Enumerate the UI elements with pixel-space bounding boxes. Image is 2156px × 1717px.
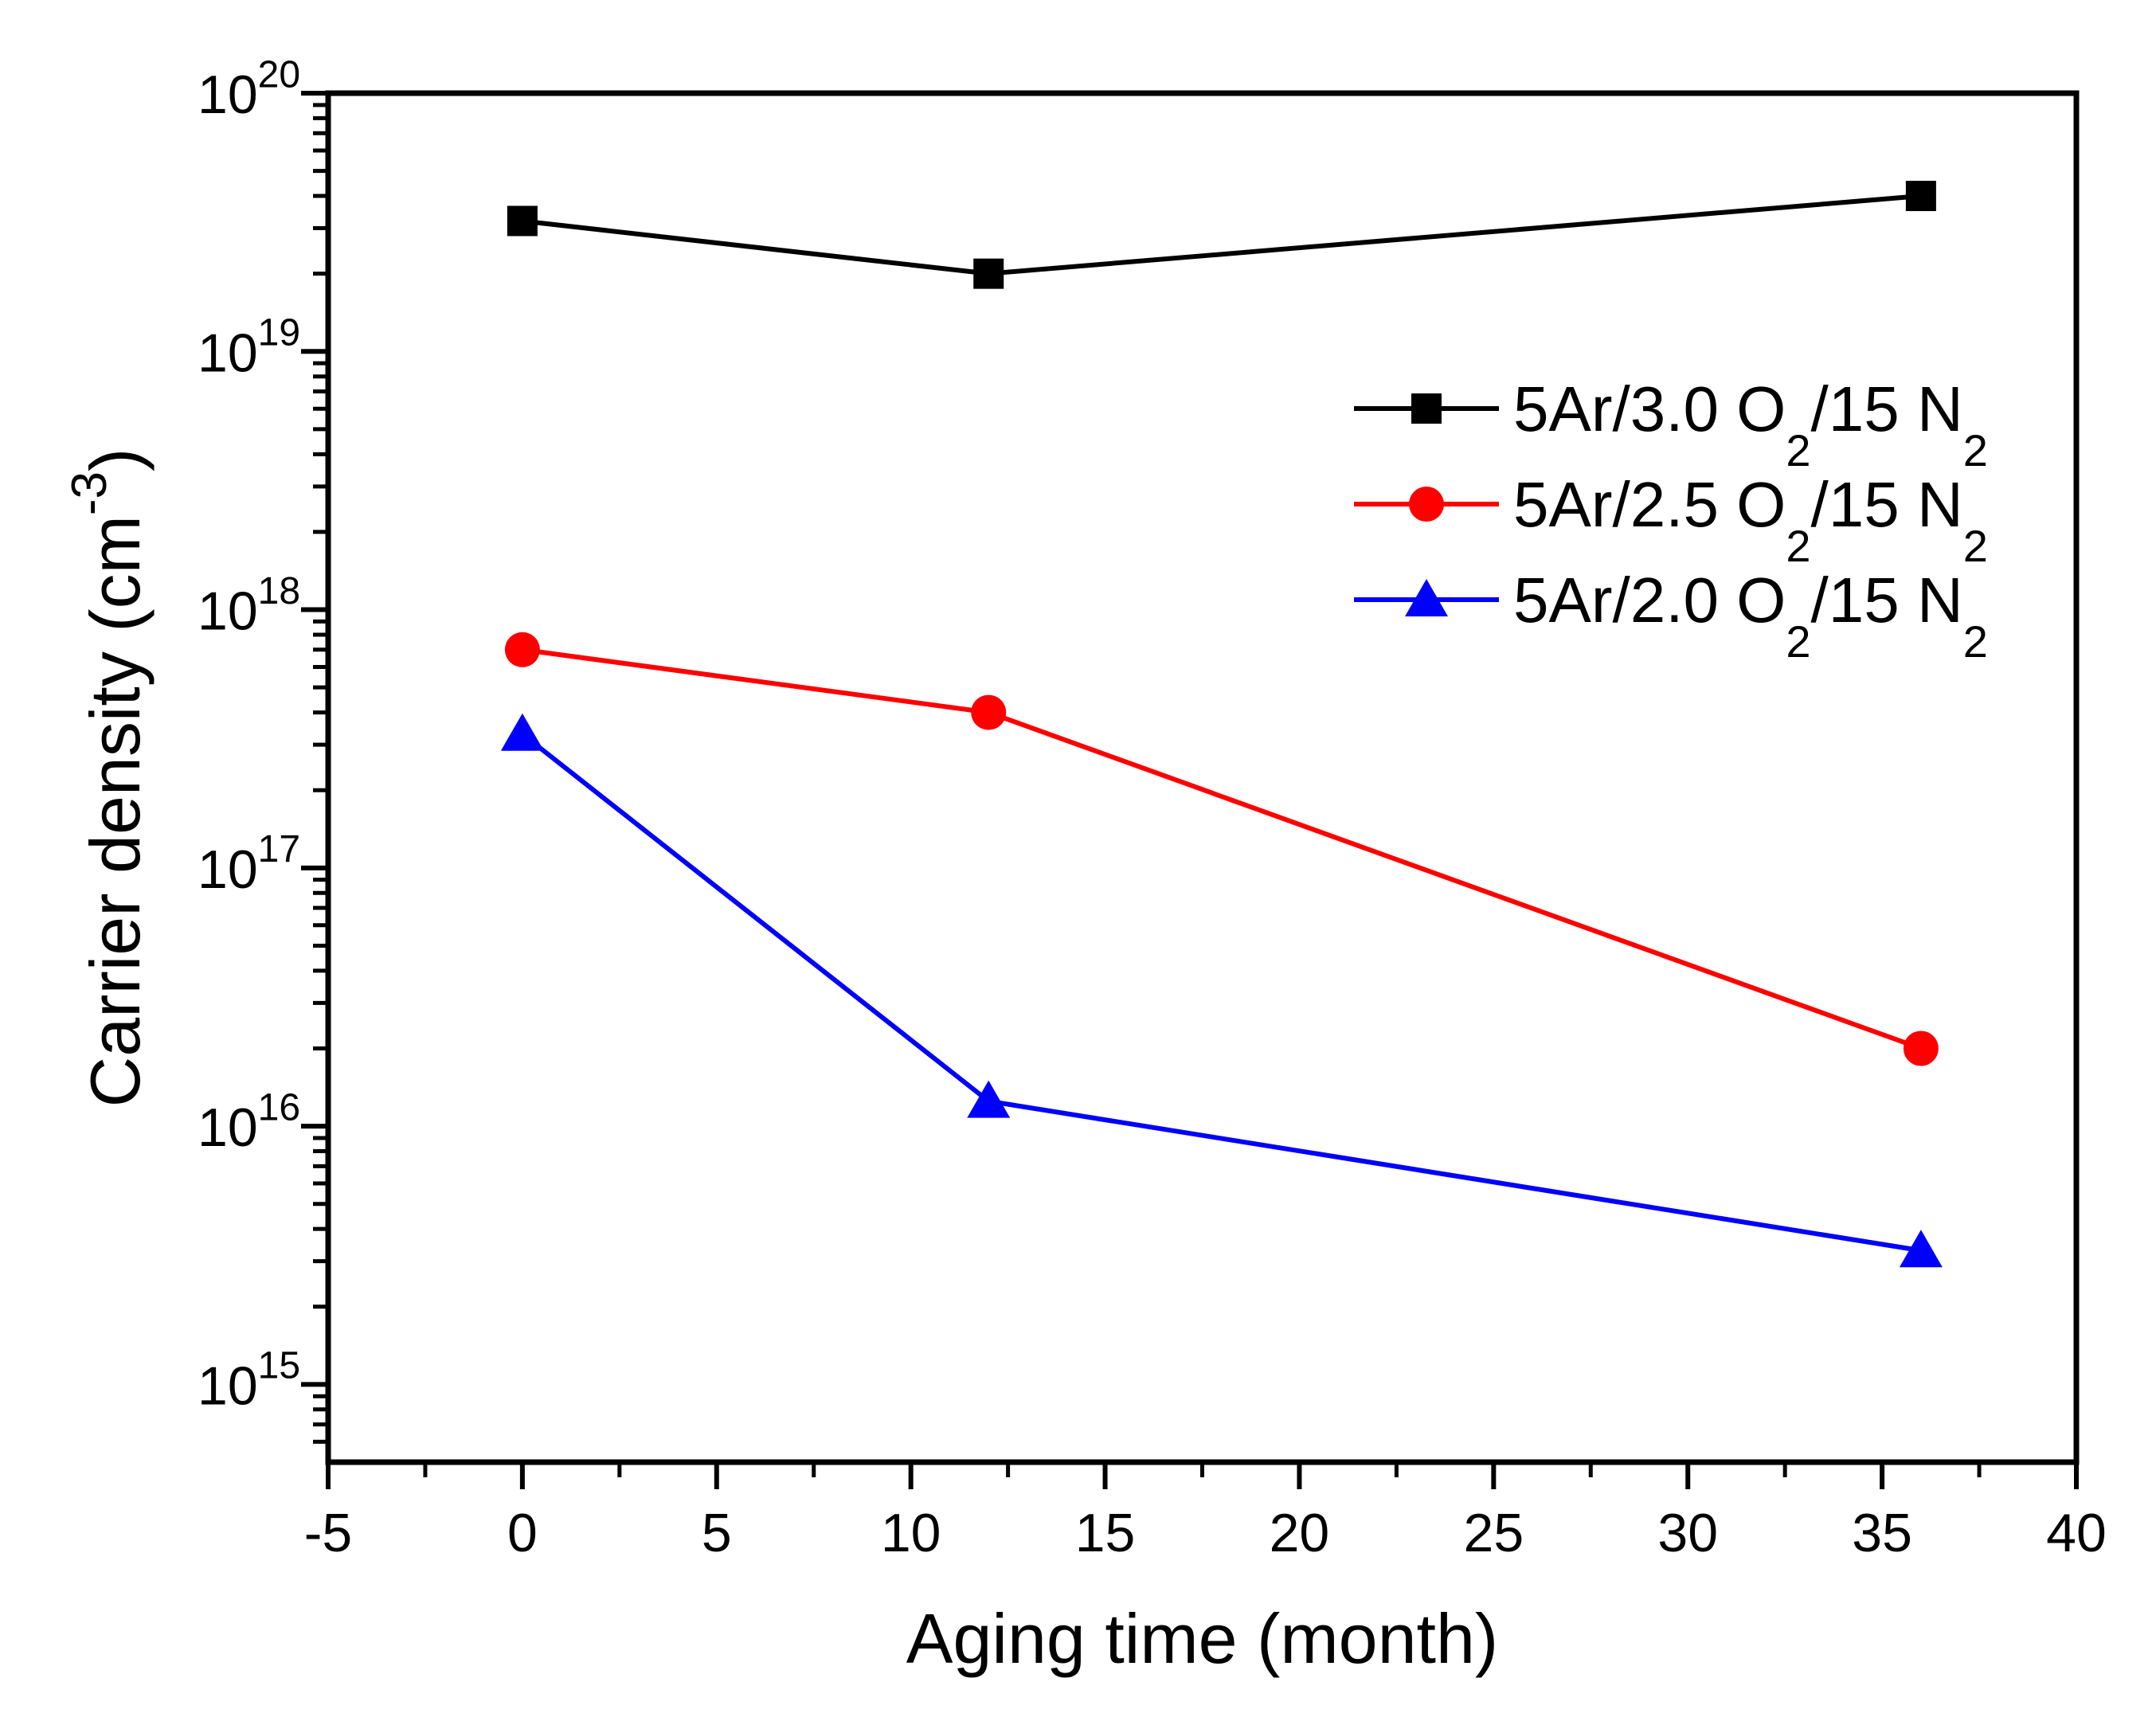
legend-entry: 5Ar/3.0 O2/15 N2 bbox=[1354, 374, 1988, 475]
data-point-marker bbox=[1905, 181, 1936, 212]
data-point-marker bbox=[967, 1080, 1011, 1118]
plot-frame bbox=[325, 90, 2080, 1465]
x-tick-label: 35 bbox=[1852, 1503, 1912, 1563]
x-tick-label: 40 bbox=[2046, 1503, 2107, 1563]
x-tick-label: 15 bbox=[1075, 1503, 1136, 1563]
series-triangle bbox=[500, 713, 1943, 1268]
series-square bbox=[507, 181, 1936, 289]
legend-entry: 5Ar/2.5 O2/15 N2 bbox=[1354, 469, 1988, 571]
data-point-marker bbox=[504, 632, 540, 667]
x-tick-label: -5 bbox=[304, 1503, 352, 1563]
data-point-marker bbox=[1411, 393, 1442, 424]
series-line bbox=[522, 194, 1922, 276]
x-tick-label: 10 bbox=[881, 1503, 941, 1563]
legend-label: 5Ar/2.0 O2/15 N2 bbox=[1513, 565, 1988, 667]
series-circle bbox=[504, 632, 1939, 1066]
y-axis-ticks bbox=[301, 91, 328, 1444]
data-point-marker bbox=[971, 694, 1007, 730]
data-point-marker bbox=[973, 258, 1004, 289]
y-tick-label: 1017 bbox=[198, 828, 300, 900]
data-point-marker bbox=[1899, 1230, 1943, 1268]
data-point-marker bbox=[1903, 1031, 1939, 1066]
x-tick-label: 5 bbox=[702, 1503, 732, 1563]
legend-label: 5Ar/2.5 O2/15 N2 bbox=[1513, 469, 1988, 571]
x-tick-label: 25 bbox=[1464, 1503, 1524, 1563]
x-tick-label: 30 bbox=[1657, 1503, 1718, 1563]
data-point-marker bbox=[500, 713, 544, 751]
y-tick-label: 1016 bbox=[198, 1086, 300, 1158]
y-tick-label: 1020 bbox=[198, 53, 300, 125]
x-axis-title: Aging time (month) bbox=[906, 1599, 1498, 1678]
data-point-marker bbox=[507, 205, 538, 237]
legend-label: 5Ar/3.0 O2/15 N2 bbox=[1513, 374, 1988, 475]
x-axis-ticks bbox=[326, 1462, 2079, 1489]
legend-entry: 5Ar/2.0 O2/15 N2 bbox=[1354, 565, 1988, 667]
y-tick-label: 1019 bbox=[198, 312, 300, 384]
series-line bbox=[522, 647, 1922, 1051]
x-tick-label: 0 bbox=[507, 1503, 538, 1563]
y-axis-title: Carrier density (cm-3) bbox=[62, 448, 155, 1108]
x-axis-tick-labels: -5 0 5 10 15 20 25 30 35 40 bbox=[304, 1503, 2107, 1563]
data-point-marker bbox=[1409, 487, 1444, 522]
data-point-marker bbox=[1405, 579, 1448, 616]
y-axis-tick-labels: 1015 1016 1017 1018 1019 1020 bbox=[198, 53, 300, 1416]
y-tick-label: 1018 bbox=[198, 570, 300, 642]
x-tick-label: 20 bbox=[1270, 1503, 1330, 1563]
y-tick-label: 1015 bbox=[198, 1345, 300, 1417]
series-line bbox=[521, 732, 1922, 1254]
